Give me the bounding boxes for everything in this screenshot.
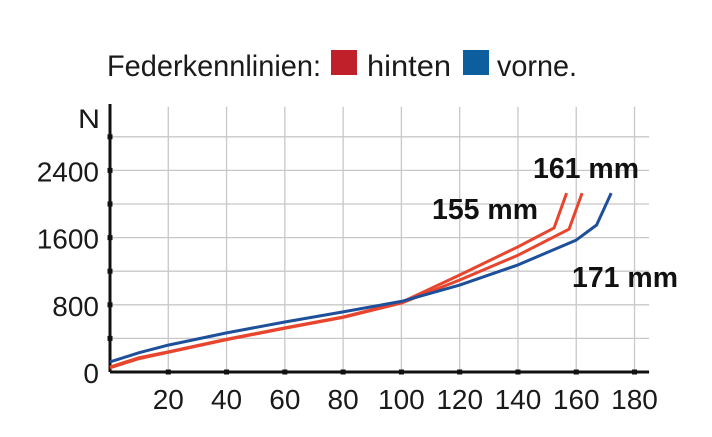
axes bbox=[107, 104, 650, 375]
x-tick-label: 120 bbox=[436, 384, 483, 415]
legend-swatch-hinten bbox=[331, 50, 357, 75]
series-label-155mm: 155 mm bbox=[432, 194, 538, 226]
y-tick-mark bbox=[107, 335, 113, 341]
tick-labels: 0 800 1600 2400 20 40 60 80 100 120 140 160 180 bbox=[37, 156, 658, 415]
y-tick-label: 2400 bbox=[37, 156, 99, 187]
series-line-171mm bbox=[109, 192, 613, 364]
x-tick-mark bbox=[165, 369, 171, 375]
grid bbox=[110, 106, 650, 372]
legend: Federkennlinien: hinten vorne. bbox=[107, 50, 577, 83]
legend-label-hinten: hinten bbox=[367, 50, 451, 83]
x-tick-mark bbox=[515, 369, 521, 375]
series-lines bbox=[109, 192, 613, 370]
series-line-161mm bbox=[109, 192, 584, 370]
x-tick-mark bbox=[457, 369, 463, 375]
x-tick-mark bbox=[340, 369, 346, 375]
x-tick-mark bbox=[282, 369, 288, 375]
legend-swatch-vorne bbox=[463, 50, 489, 75]
x-tick-label: 20 bbox=[153, 384, 184, 415]
y-tick-mark bbox=[107, 167, 113, 173]
x-tick-label: 180 bbox=[611, 384, 658, 415]
x-tick-label: 80 bbox=[328, 384, 359, 415]
x-tick-label: 140 bbox=[495, 384, 542, 415]
x-tick-mark bbox=[224, 369, 230, 375]
x-tick-mark bbox=[632, 369, 638, 375]
y-tick-mark bbox=[107, 201, 113, 207]
y-tick-mark bbox=[107, 302, 113, 308]
x-tick-mark bbox=[573, 369, 579, 375]
x-tick-label: 100 bbox=[378, 384, 425, 415]
x-tick-mark bbox=[398, 369, 404, 375]
series-label-161mm: 161 mm bbox=[533, 153, 639, 185]
series-label-171mm: 171 mm bbox=[572, 262, 678, 294]
y-tick-label: 800 bbox=[52, 291, 99, 322]
x-tick-label: 60 bbox=[269, 384, 300, 415]
y-tick-mark bbox=[107, 134, 113, 140]
y-tick-mark bbox=[107, 268, 113, 274]
x-tick-label: 40 bbox=[211, 384, 242, 415]
legend-label-vorne: vorne. bbox=[497, 50, 577, 83]
y-axis-label: N bbox=[78, 104, 100, 134]
chart-title: Federkennlinien: bbox=[107, 50, 321, 83]
x-tick-label: 160 bbox=[553, 384, 600, 415]
y-tick-label: 0 bbox=[83, 358, 99, 389]
y-tick-mark bbox=[107, 235, 113, 241]
y-tick-label: 1600 bbox=[37, 224, 99, 255]
